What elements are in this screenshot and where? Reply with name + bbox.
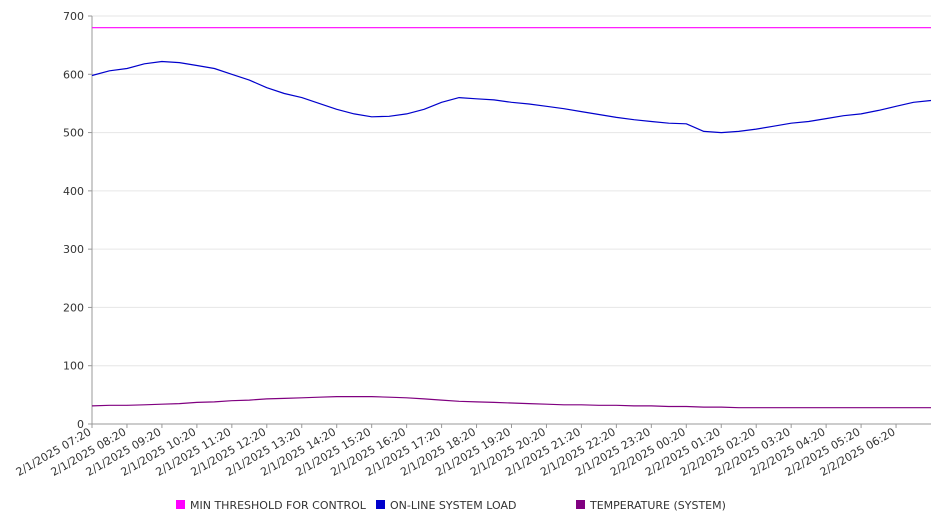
- legend-swatch: [576, 500, 585, 509]
- series-line-2: [91, 60, 932, 134]
- y-tick-label: 600: [63, 68, 84, 81]
- axes: [88, 15, 931, 428]
- legend-label: TEMPERATURE (SYSTEM): [589, 499, 726, 512]
- y-tick-label: 700: [63, 10, 84, 23]
- y-tick-label: 400: [63, 185, 84, 198]
- grid-lines: [92, 15, 931, 425]
- series-line-3: [91, 396, 931, 409]
- legend: MIN THRESHOLD FOR CONTROL ON-LINE SYSTEM …: [176, 499, 726, 512]
- y-tick-label: 100: [63, 360, 84, 373]
- legend-swatch: [176, 500, 185, 509]
- y-tick-label: 500: [63, 127, 84, 140]
- x-axis-tick-labels: 2/1/2025 07:202/1/2025 08:202/1/2025 09:…: [14, 425, 898, 479]
- y-tick-label: 200: [63, 301, 84, 314]
- legend-label: MIN THRESHOLD FOR CONTROL: [190, 499, 367, 512]
- y-tick-label: 300: [63, 243, 84, 256]
- legend-label: ON-LINE SYSTEM LOAD: [390, 499, 516, 512]
- y-axis-tick-labels: 0 100 200 300 400 500 600 700: [63, 10, 84, 431]
- legend-swatch: [376, 500, 385, 509]
- y-tick-label: 0: [77, 418, 84, 431]
- series-lines: [91, 27, 932, 409]
